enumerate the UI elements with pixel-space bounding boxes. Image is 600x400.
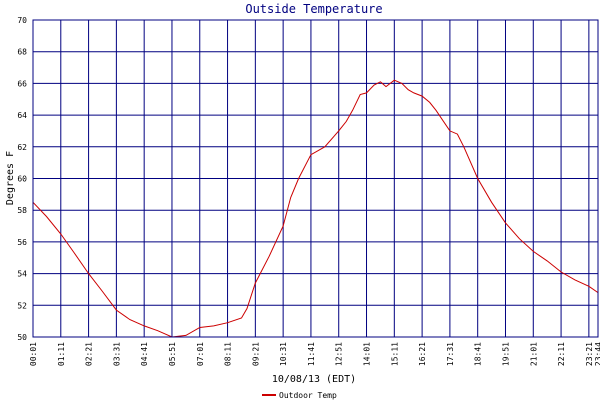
x-tick-label: 09:21 [251, 342, 260, 366]
y-axis-label: Degrees F [5, 151, 16, 205]
y-tick-label: 56 [17, 238, 27, 247]
x-tick-label: 07:01 [196, 342, 205, 366]
x-tick-label: 22:11 [557, 342, 566, 366]
y-tick-label: 62 [17, 143, 27, 152]
x-tick-label: 01:11 [57, 342, 66, 366]
y-tick-label: 50 [17, 333, 27, 342]
y-tick-labels: 50 52 54 56 58 60 62 64 66 68 70 [17, 16, 27, 342]
x-tick-label: 23:21 [585, 342, 594, 366]
x-tick-label: 03:31 [112, 342, 121, 366]
x-tick-labels: 00:01 01:11 02:21 03:31 04:41 05:51 07:01 08:11… [29, 342, 600, 366]
x-tick-label: 16:21 [418, 342, 427, 366]
x-axis-label: 10/08/13 (EDT) [272, 374, 356, 385]
legend-label-outdoor-temp: Outdoor Temp [279, 391, 337, 400]
x-tick-label: 05:51 [168, 342, 177, 366]
y-tick-label: 54 [17, 270, 27, 279]
series-line-outdoor-temp [32, 79, 599, 338]
x-tick-label: 00:01 [29, 342, 38, 366]
x-tick-label: 02:21 [85, 342, 94, 366]
x-tick-label: 10:31 [279, 342, 288, 366]
x-tick-label: 12:51 [335, 342, 344, 366]
plot-border [32, 19, 599, 338]
x-tick-label: 08:11 [224, 342, 233, 366]
x-tick-label: 17:31 [446, 342, 455, 366]
x-tick-label: 19:51 [501, 342, 510, 366]
y-tick-label: 70 [17, 16, 27, 25]
x-tick-label: 18:41 [474, 342, 483, 366]
x-tick-label: 21:01 [529, 342, 538, 366]
x-tick-label: 11:41 [307, 342, 316, 366]
x-tick-label: 14:01 [363, 342, 372, 366]
y-tick-label: 60 [17, 175, 27, 184]
y-tick-label: 52 [17, 301, 27, 310]
x-tick-label: 15:11 [390, 342, 399, 366]
y-tick-label: 66 [17, 79, 27, 88]
y-tick-label: 58 [17, 206, 27, 215]
x-tick-label: 23:44 [594, 342, 600, 366]
legend: Outdoor Temp [262, 391, 337, 400]
x-tick-label: 04:41 [140, 342, 149, 366]
chart-title: Outside Temperature [245, 2, 382, 16]
y-tick-label: 68 [17, 48, 27, 57]
y-tick-label: 64 [17, 111, 27, 120]
